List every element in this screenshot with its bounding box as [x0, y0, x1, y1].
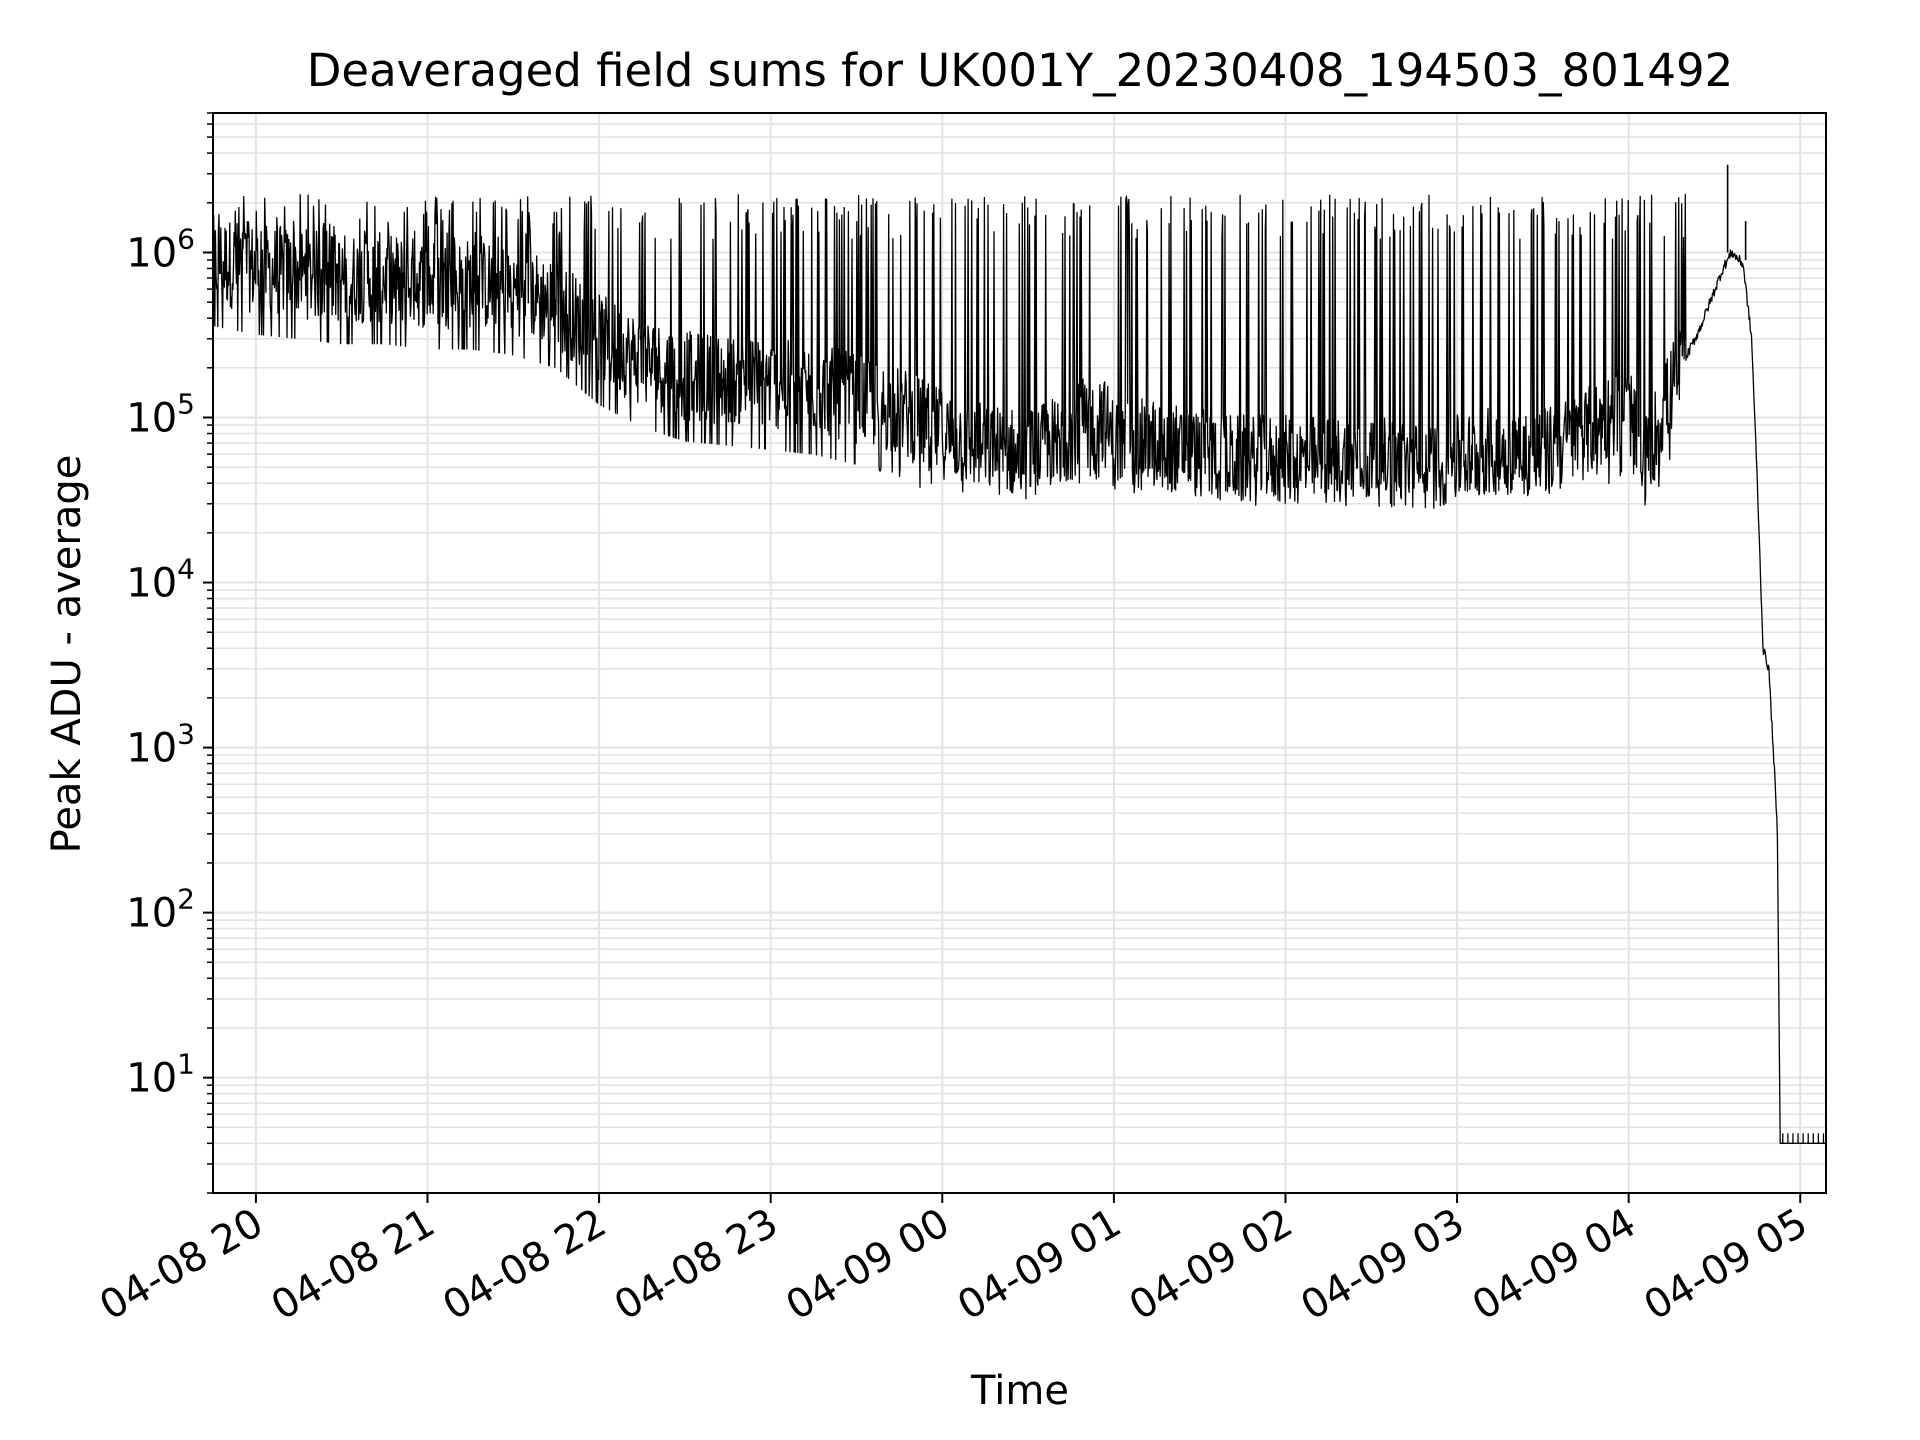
y-tick-label: 105: [126, 388, 195, 442]
y-tick-label-base: 10: [126, 396, 177, 442]
series-layer: [212, 164, 1826, 1144]
x-tick-label: 04-08 23: [607, 1200, 786, 1330]
y-tick-label-base: 10: [126, 726, 177, 772]
y-axis-label: Peak ADU - average: [44, 455, 90, 854]
y-tick-label: 106: [126, 222, 195, 276]
y-tick-label-exponent: 3: [177, 718, 195, 751]
x-tick-label: 04-09 04: [1465, 1200, 1644, 1330]
chart-title: Deaveraged field sums for UK001Y_2023040…: [307, 44, 1734, 97]
x-tick-label: 04-09 00: [779, 1200, 958, 1330]
x-tick-label: 04-09 02: [1122, 1200, 1301, 1330]
y-tick-label: 103: [126, 718, 195, 772]
y-tick-label: 102: [126, 883, 195, 937]
x-axis-label: Time: [970, 1368, 1069, 1414]
plot-frame: [212, 112, 1827, 1194]
y-tick-label-exponent: 5: [177, 388, 195, 421]
y-tick-label-base: 10: [126, 1056, 177, 1102]
y-tick-label-base: 10: [126, 230, 177, 276]
x-tick-label: 04-08 22: [435, 1200, 614, 1330]
y-tick-label-exponent: 6: [177, 222, 195, 255]
x-tick-label: 04-09 05: [1637, 1200, 1816, 1330]
series-line: [212, 193, 1826, 1144]
y-tick-label-exponent: 4: [177, 553, 195, 586]
x-tick-label: 04-09 03: [1293, 1200, 1472, 1330]
y-tick-label-base: 10: [126, 561, 177, 607]
y-tick-label-exponent: 2: [177, 883, 195, 916]
y-tick-label: 104: [126, 553, 195, 607]
y-tick-label-exponent: 1: [177, 1048, 195, 1081]
x-tick-label: 04-08 20: [92, 1200, 271, 1330]
y-tick-label-base: 10: [126, 891, 177, 937]
x-tick-label: 04-08 21: [264, 1200, 443, 1330]
x-tick-label: 04-09 01: [950, 1200, 1129, 1330]
y-tick-label: 101: [126, 1048, 195, 1102]
